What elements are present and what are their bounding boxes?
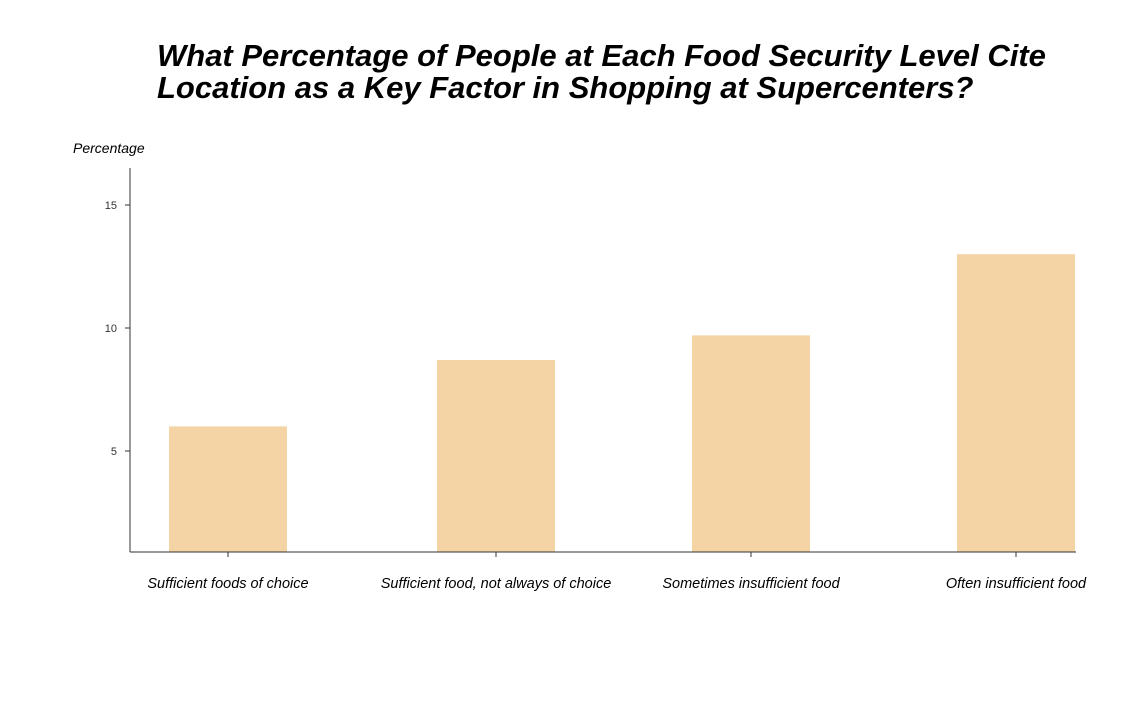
- bar-1: [169, 426, 287, 552]
- chart-title: What Percentage of People at Each Food S…: [157, 38, 1046, 105]
- x-category-label: Sometimes insufficient food: [662, 576, 840, 592]
- bars-group: [169, 254, 1075, 552]
- bar-3: [692, 335, 810, 552]
- y-tick-label: 15: [105, 200, 117, 212]
- x-ticks-group: Sufficient foods of choice Sufficient foo…: [147, 552, 1087, 592]
- x-category-label: Sufficient foods of choice: [147, 576, 308, 592]
- y-axis-label: Percentage: [73, 140, 145, 156]
- bar-2: [437, 359, 555, 552]
- x-category-label: Sufficient food, not always of choice: [381, 576, 612, 592]
- x-category-label: Often insufficient food: [946, 576, 1087, 592]
- bar-4: [957, 254, 1075, 552]
- y-ticks-group: 5 10 15: [105, 200, 130, 458]
- y-tick-label: 5: [111, 446, 117, 458]
- axes-group: [129, 168, 1076, 553]
- y-tick-label: 10: [105, 323, 117, 335]
